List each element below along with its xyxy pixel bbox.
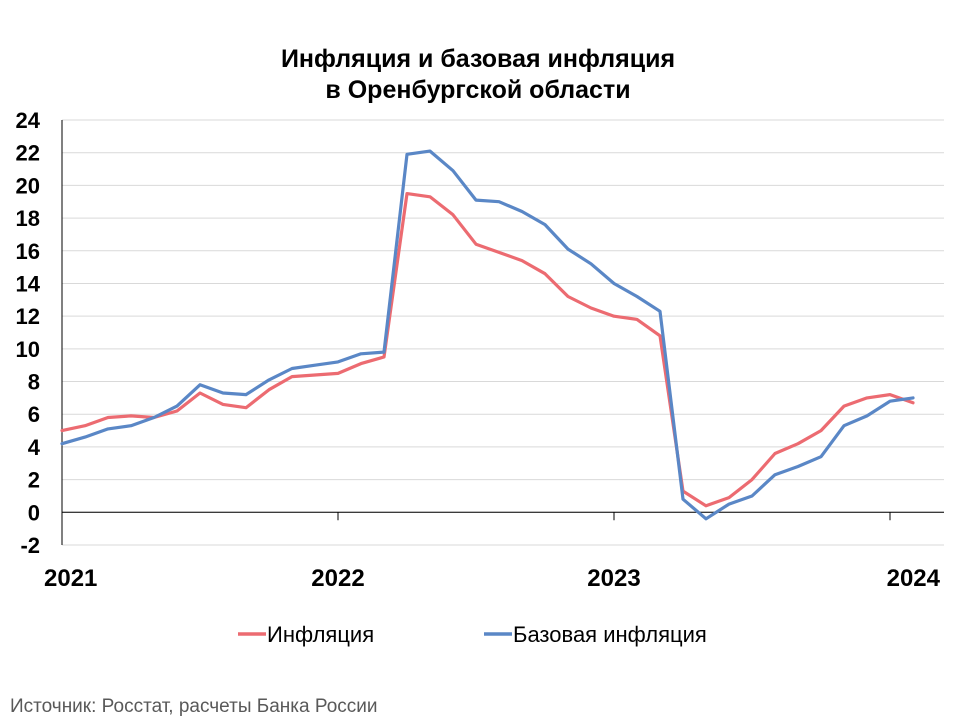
legend: Инфляция Базовая инфляция (238, 622, 707, 647)
y-tick-label: -2 (20, 533, 40, 558)
source-note: Источник: Росстат, расчеты Банка России (10, 696, 378, 717)
y-tick-label: 10 (16, 337, 40, 362)
series-line-inflation (60, 192, 915, 508)
series (60, 149, 915, 521)
legend-label: Инфляция (267, 622, 374, 647)
x-tick-label: 2022 (311, 565, 364, 592)
y-tick-label: 16 (16, 239, 40, 264)
chart-title-line-2: в Оренбургской области (325, 76, 630, 104)
axes (61, 120, 944, 545)
x-tick-label: 2023 (587, 565, 640, 592)
x-tick-label: 2021 (44, 565, 97, 592)
y-tick-label: 12 (16, 304, 40, 329)
gridlines (62, 119, 944, 546)
y-tick-label: 14 (16, 271, 41, 296)
y-tick-label: 2 (28, 468, 40, 493)
y-tick-label: 24 (16, 108, 41, 133)
y-tick-label: 22 (16, 141, 40, 166)
x-tick-label: 2024 (887, 565, 941, 592)
y-tick-label: 18 (16, 206, 40, 231)
x-axis-ticks: 2021 2022 2023 2024 (44, 512, 941, 592)
chart-title-line-1: Инфляция и базовая инфляция (281, 45, 675, 73)
y-tick-label: 4 (28, 435, 41, 460)
legend-label: Базовая инфляция (513, 622, 707, 647)
y-tick-label: 8 (28, 370, 40, 395)
chart-title: Инфляция и базовая инфляция в Оренбургск… (281, 45, 675, 104)
series-line-core-inflation (60, 149, 915, 521)
y-tick-label: 6 (28, 402, 40, 427)
y-tick-label: 20 (16, 173, 40, 198)
y-tick-label: 0 (28, 500, 40, 525)
